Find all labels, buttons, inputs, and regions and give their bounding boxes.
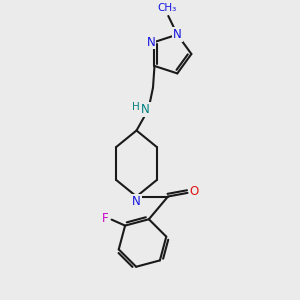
Text: N: N [146, 35, 155, 49]
Text: N: N [141, 103, 150, 116]
Text: O: O [190, 185, 199, 198]
Text: H: H [132, 102, 140, 112]
Text: N: N [173, 28, 182, 41]
Text: CH₃: CH₃ [157, 4, 176, 14]
Text: F: F [102, 212, 108, 225]
Text: N: N [132, 195, 141, 208]
